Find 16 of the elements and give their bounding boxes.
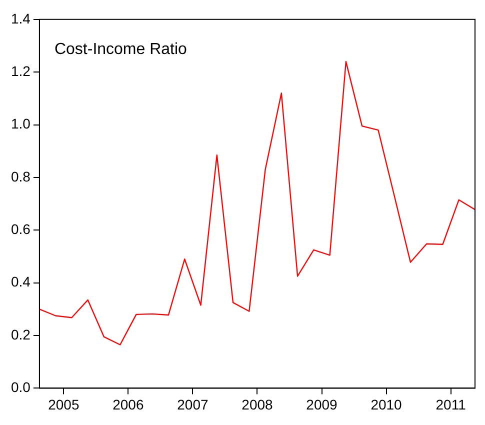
x-tick-label: 2008: [242, 396, 274, 412]
x-tick-label: 2006: [112, 396, 144, 412]
x-tick-label: 2009: [306, 396, 338, 412]
y-tick-label: 0.2: [10, 326, 31, 342]
y-tick-label: 1.2: [10, 62, 31, 79]
x-tick-label: 2007: [177, 396, 208, 412]
x-tick-label: 2011: [436, 396, 466, 412]
y-tick-label: 0.8: [10, 168, 31, 184]
y-tick-label: 1.4: [10, 10, 31, 26]
y-tick-label: 0.0: [10, 379, 31, 396]
x-tick-label: 2005: [48, 396, 80, 412]
y-tick-label: 0.6: [10, 221, 31, 237]
y-tick-label: 0.4: [10, 274, 31, 290]
x-tick-label: 2010: [370, 396, 402, 412]
text: Cost-Income Ratio: [54, 40, 188, 58]
y-tick-label: 1.0: [10, 116, 31, 132]
